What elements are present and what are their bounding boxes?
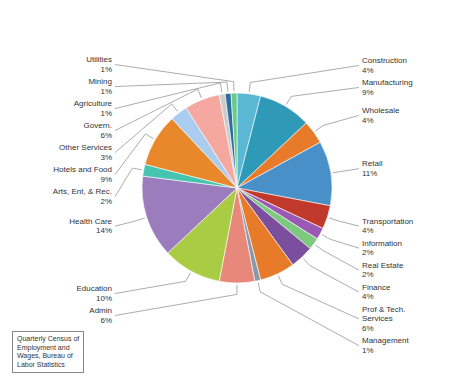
- svg-text:Wholesale4%: Wholesale4%: [362, 106, 400, 125]
- svg-text:Agriculture1%: Agriculture1%: [74, 99, 113, 118]
- svg-text:Arts, Ent, & Rec.2%: Arts, Ent, & Rec.2%: [53, 187, 112, 206]
- svg-text:Retail11%: Retail11%: [362, 159, 383, 178]
- svg-text:Information2%: Information2%: [362, 239, 402, 258]
- svg-text:Health Care14%: Health Care14%: [69, 217, 112, 236]
- svg-text:Manufacturing9%: Manufacturing9%: [362, 78, 413, 97]
- svg-text:Govern.6%: Govern.6%: [84, 121, 112, 140]
- svg-text:Management1%: Management1%: [362, 336, 409, 355]
- svg-text:Finance4%: Finance4%: [362, 283, 391, 302]
- svg-text:Admin6%: Admin6%: [89, 306, 112, 325]
- svg-text:Other Services3%: Other Services3%: [59, 143, 112, 162]
- svg-text:Mining1%: Mining1%: [88, 77, 112, 96]
- html-text:Quarterly Census of Employment: Quarterly Census of Employment and Wages…: [17, 335, 80, 368]
- svg-text:Hotels and Food9%: Hotels and Food9%: [53, 165, 112, 184]
- svg-text:Prof & Tech.Services6%: Prof & Tech.Services6%: [362, 305, 405, 333]
- svg-text:Utilities1%: Utilities1%: [86, 55, 112, 74]
- svg-text:Construction4%: Construction4%: [362, 56, 407, 74]
- svg-text:Real Estate2%: Real Estate2%: [362, 261, 404, 280]
- svg-text:Transportation4%: Transportation4%: [362, 217, 413, 236]
- svg-text:Education10%: Education10%: [76, 284, 112, 303]
